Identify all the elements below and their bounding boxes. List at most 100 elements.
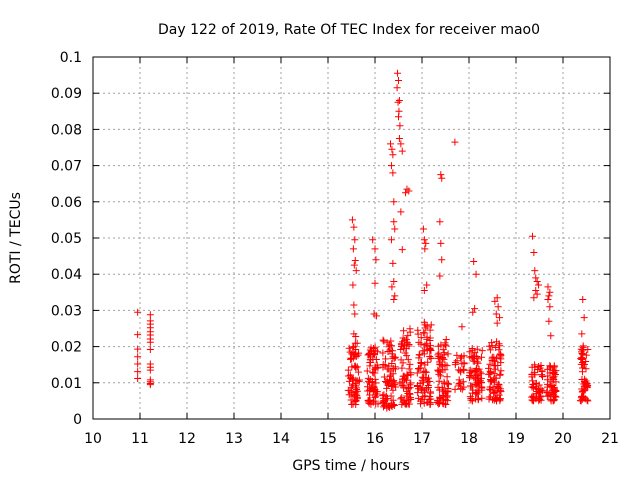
data-point [379,336,387,344]
data-point [352,332,360,340]
x-axis-label: GPS time / hours [292,458,409,474]
data-point [388,283,396,291]
data-point [386,403,394,411]
x-tick-label: 10 [84,431,102,447]
data-point [496,314,504,322]
data-point [434,342,442,350]
data-point [146,345,154,353]
data-point [442,342,450,350]
data-point [393,84,401,92]
data-point [414,389,422,397]
data-point [403,339,411,347]
data-point [350,223,358,231]
x-tick-label: 20 [554,431,572,447]
data-point [552,367,560,375]
data-point [426,392,434,400]
data-point [407,379,415,387]
data-point [459,378,467,386]
data-point [406,381,414,389]
data-point [387,236,395,244]
data-point [452,358,460,366]
data-point [414,385,422,393]
data-point [451,385,459,393]
data-point [530,248,538,256]
data-point [416,400,424,408]
data-point [532,379,540,387]
data-point [386,371,394,379]
data-point [134,374,142,382]
grid [93,57,610,419]
data-point [421,329,429,337]
data-point [146,311,154,319]
data-point [351,362,359,370]
data-point [471,367,479,375]
data-point [551,392,559,400]
data-point [146,338,154,346]
data-point [470,258,478,266]
data-point [532,286,540,294]
data-point [370,350,378,358]
data-point [545,292,553,300]
data-point [547,332,555,340]
data-point [404,390,412,398]
data-point [477,370,485,378]
data-point [475,365,483,373]
y-tick-label: 0.01 [51,376,82,392]
data-point [496,342,504,350]
data-point [390,218,398,226]
data-point [492,354,500,362]
data-point [547,396,555,404]
data-point [388,359,396,367]
data-point [352,345,360,353]
x-tick-label: 19 [507,431,525,447]
data-point [493,319,501,327]
data-point [369,368,377,376]
data-point [406,360,414,368]
data-point [434,396,442,404]
data-point [350,261,358,269]
data-point [438,256,446,264]
data-point [491,297,499,305]
data-point [473,353,481,361]
data-point [379,399,387,407]
data-point [471,305,479,313]
data-point [485,342,493,350]
data-point [348,400,356,408]
data-point [552,388,560,396]
data-point [487,386,495,394]
data-point [435,370,443,378]
data-point [467,382,475,390]
data-point [439,354,447,362]
data-point [427,389,435,397]
data-point [486,360,494,368]
data-point [398,394,406,402]
x-tick-label: 11 [131,431,149,447]
data-point [390,400,398,408]
data-point [470,368,478,376]
data-point [439,346,447,354]
data-point [146,366,154,374]
data-point [367,353,375,361]
data-point [348,363,356,371]
data-point [372,379,380,387]
data-point [443,392,451,400]
data-point [453,351,461,359]
data-point [471,381,479,389]
data-point [427,346,435,354]
data-point [497,367,505,375]
data-point [422,324,430,332]
data-point [352,379,360,387]
data-point [391,225,399,233]
data-point [397,208,405,216]
data-point [344,366,352,374]
data-point [469,389,477,397]
x-tick-label: 16 [366,431,384,447]
data-point [397,395,405,403]
data-point [390,296,398,304]
data-point [420,236,428,244]
y-tick-label: 0.04 [51,267,82,283]
data-point [402,189,410,197]
data-point [443,373,451,381]
data-point [545,390,553,398]
